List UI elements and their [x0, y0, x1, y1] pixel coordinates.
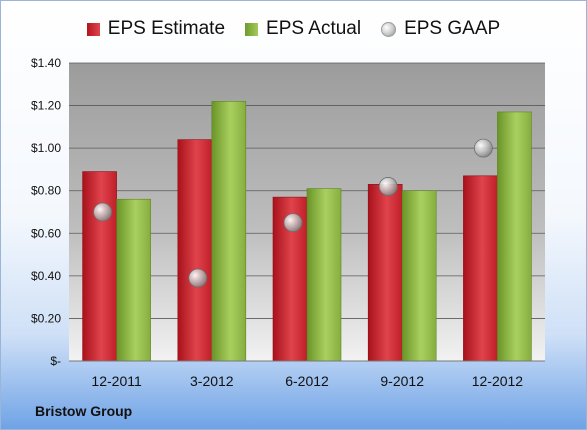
bar-eps-estimate [367, 184, 403, 362]
point-eps-gaap [283, 213, 303, 233]
y-tick-label: $0.60 [31, 226, 61, 240]
point-eps-gaap [378, 177, 398, 196]
legend-label-eps-estimate: EPS Estimate [107, 18, 226, 39]
x-tick-label: 6-2012 [285, 373, 329, 389]
x-tick-label: 9-2012 [380, 373, 424, 389]
bar-eps-actual [497, 111, 532, 362]
legend-label-eps-actual: EPS Actual [266, 18, 362, 39]
legend-swatch-eps-actual [245, 22, 259, 36]
bar-eps-actual [306, 188, 342, 362]
company-label: Bristow Group [35, 403, 133, 419]
legend-entry-eps-estimate: EPS Estimate [86, 18, 226, 40]
bar-eps-estimate [82, 171, 117, 362]
legend-entry-eps-gaap: EPS GAAP [381, 18, 500, 40]
bar-eps-actual [116, 198, 151, 362]
point-eps-gaap [188, 268, 208, 288]
bar-eps-actual [401, 190, 437, 362]
y-tick-label: $1.40 [31, 56, 61, 70]
y-tick-label: $- [50, 354, 61, 368]
legend: EPS Estimate EPS Actual EPS GAAP [1, 15, 586, 43]
bar-eps-estimate [177, 139, 213, 362]
y-tick-label: $0.20 [31, 311, 61, 325]
bar-eps-actual [211, 101, 247, 362]
x-tick-label: 3-2012 [190, 373, 234, 389]
legend-swatch-eps-gaap [381, 21, 397, 37]
point-eps-gaap [473, 138, 493, 158]
point-eps-gaap [93, 202, 112, 222]
y-tick-label: $0.40 [31, 269, 61, 283]
x-tick-label: 12-2011 [91, 373, 142, 389]
y-tick-label: $0.80 [31, 184, 61, 198]
legend-swatch-eps-estimate [86, 22, 100, 36]
y-tick-label: $1.20 [31, 99, 61, 113]
y-tick-label: $1.00 [31, 141, 61, 155]
legend-label-eps-gaap: EPS GAAP [404, 18, 501, 39]
x-tick-label: 12-2012 [472, 373, 524, 389]
legend-entry-eps-actual: EPS Actual [245, 18, 361, 40]
bar-eps-estimate [463, 175, 498, 362]
